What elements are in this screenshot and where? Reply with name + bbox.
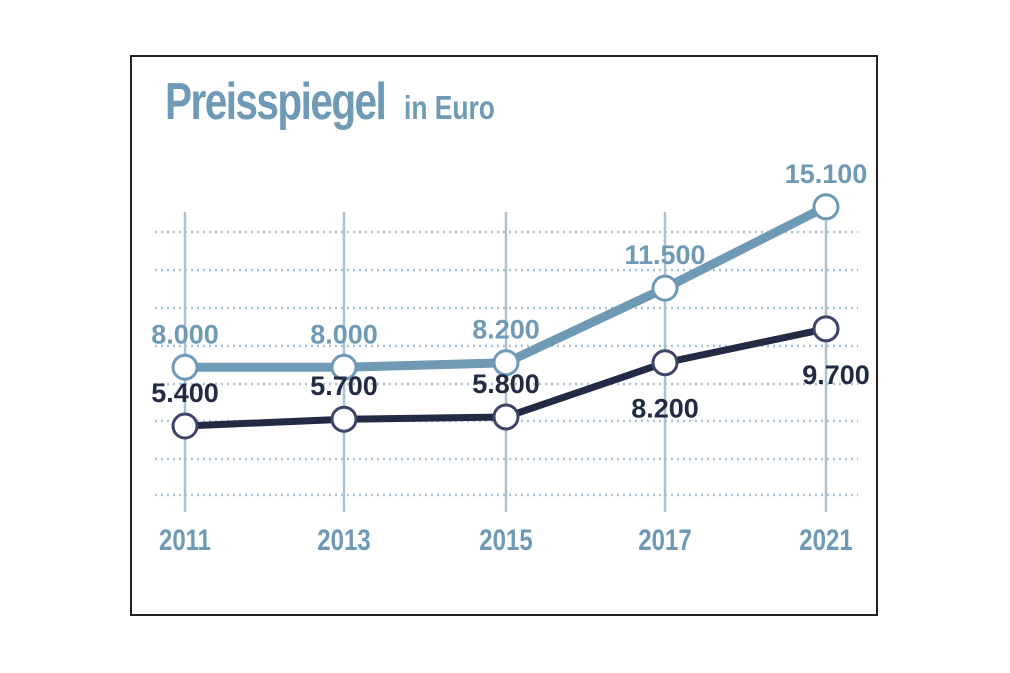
x-tick-label: 2011 bbox=[159, 522, 211, 556]
chart-title: Preisspiegel in Euro bbox=[165, 72, 518, 132]
data-point bbox=[492, 349, 520, 377]
subtitle-text: in Euro bbox=[403, 89, 495, 126]
x-tick-label: 2017 bbox=[638, 522, 691, 556]
data-point bbox=[330, 405, 358, 433]
data-label: 9.700 bbox=[802, 360, 870, 390]
data-point bbox=[171, 353, 199, 381]
data-point bbox=[171, 412, 199, 440]
data-label: 5.700 bbox=[310, 371, 378, 401]
data-point bbox=[651, 349, 679, 377]
title-text: Preisspiegel bbox=[165, 73, 387, 131]
x-tick-label: 2015 bbox=[479, 522, 532, 556]
chart-frame bbox=[130, 55, 878, 616]
data-label: 5.400 bbox=[151, 378, 219, 408]
data-label: 8.000 bbox=[310, 319, 378, 349]
x-tick-label: 2013 bbox=[317, 522, 370, 556]
data-label: 5.800 bbox=[472, 369, 540, 399]
data-point bbox=[330, 353, 358, 381]
data-label: 11.500 bbox=[624, 240, 705, 270]
data-label: 8.000 bbox=[151, 319, 219, 349]
data-point bbox=[492, 403, 520, 431]
data-label: 15.100 bbox=[785, 159, 868, 189]
data-label: 8.200 bbox=[631, 394, 699, 424]
data-label: 8.200 bbox=[472, 315, 540, 345]
data-point bbox=[812, 315, 840, 343]
data-point bbox=[812, 193, 840, 221]
x-tick-label: 2021 bbox=[799, 522, 852, 556]
data-point bbox=[651, 274, 679, 302]
